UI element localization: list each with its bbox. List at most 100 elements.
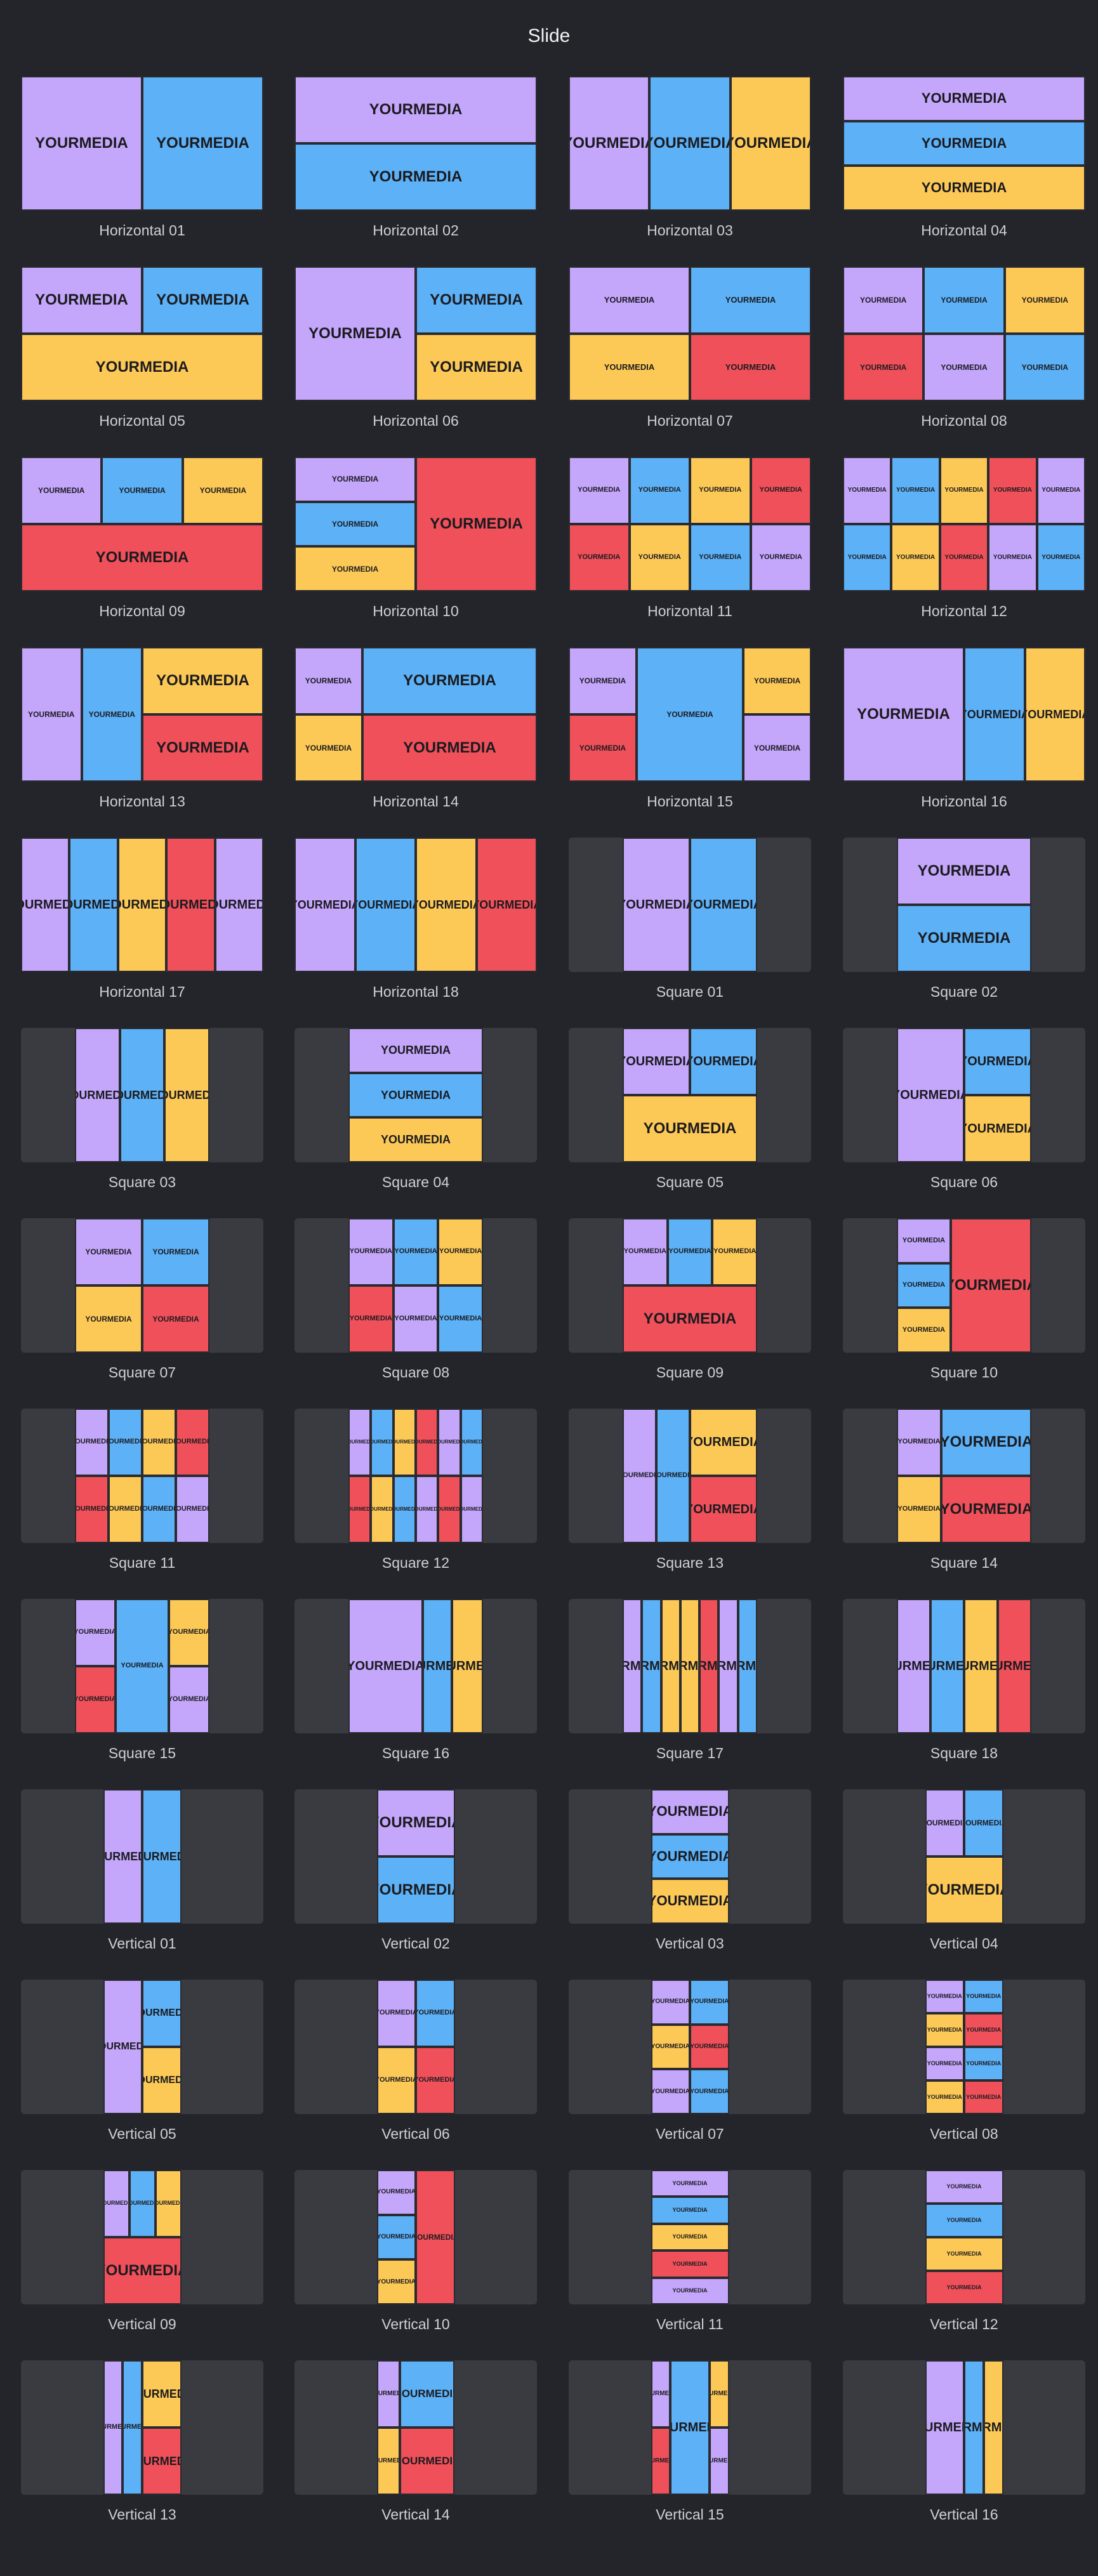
layout-card[interactable]: YOURMEDIAYOURMEDIAYOURMEDIAYOURMEDIAVert… bbox=[294, 2170, 537, 2336]
layout-card[interactable]: YOURMEDIAYOURMEDIAYOURMEDIAYOURMEDIAYOUR… bbox=[569, 2360, 811, 2527]
layout-thumbnail[interactable]: YOURMEDIAYOURMEDIAYOURMEDIAYOURMEDIAYOUR… bbox=[21, 838, 263, 972]
layout-thumbnail[interactable]: YOURMEDIAYOURMEDIAYOURMEDIAYOURMEDIAYOUR… bbox=[569, 2360, 811, 2495]
layout-card[interactable]: YOURMEDIAYOURMEDIAYOURMEDIAYOURMEDIAYOUR… bbox=[21, 838, 263, 1004]
layout-card[interactable]: YOURMEDIAYOURMEDIAYOURMEDIAYOURMEDIAYOUR… bbox=[294, 1409, 537, 1575]
layout-card[interactable]: YOURMEDIAYOURMEDIAYOURMEDIAYOURMEDIAHori… bbox=[294, 838, 537, 1004]
layout-thumbnail[interactable]: YOURMEDIAYOURMEDIAYOURMEDIAYOURMEDIAYOUR… bbox=[569, 1599, 811, 1733]
layout-card[interactable]: YOUR MEDIA YOUR MEDIA YOUR MEDIA Horizontal 05 bbox=[21, 266, 263, 433]
layout-card[interactable]: YOURMEDIAYOURMEDIAYOURMEDIAYOURMEDIAYOUR… bbox=[21, 1409, 263, 1575]
layout-card[interactable]: YOUR MEDIA YOUR MEDIA Square 02 bbox=[843, 838, 1085, 1004]
layout-card[interactable]: YOURMEDIAYOURMEDIAYOURMEDIAYOURMEDIASqua… bbox=[843, 1599, 1085, 1765]
layout-card[interactable]: YOUR MEDIA YOUR MEDIA YOUR MEDIA Horizontal 04 bbox=[843, 76, 1085, 242]
layout-card[interactable]: YOUR MEDIA YOUR MEDIA YOUR MEDIA Vertical 03 bbox=[569, 1789, 811, 1955]
layout-card[interactable]: YOUR MEDIA YOUR MEDIA YOUR MEDIA Horizontal 06 bbox=[294, 266, 537, 433]
layout-card[interactable]: YOURMEDIAYOURMEDIAYOURMEDIAYOURMEDIASqua… bbox=[843, 1218, 1085, 1384]
layout-card[interactable]: YOUR MEDIA YOUR MEDIA Horizontal 01 bbox=[21, 76, 263, 242]
layout-thumbnail[interactable]: YOURMEDIAYOURMEDIAYOURMEDIAYOURMEDIAYOUR… bbox=[294, 1409, 537, 1543]
layout-card[interactable]: YOURMEDIAYOURMEDIAYOURMEDIAYOURMEDIAVert… bbox=[21, 2170, 263, 2336]
layout-thumbnail[interactable]: YOURMEDIAYOURMEDIAYOURMEDIAYOURMEDIAYOUR… bbox=[21, 1409, 263, 1543]
layout-card[interactable]: YOURMEDIAYOURMEDIAYOURMEDIAYOURMEDIAVert… bbox=[294, 2360, 537, 2527]
layout-card[interactable]: YOURMEDIAYOURMEDIAYOURMEDIAYOURMEDIAYOUR… bbox=[569, 1599, 811, 1765]
layout-card[interactable]: YOUR MEDIA YOUR MEDIA Horizontal 02 bbox=[294, 76, 537, 242]
layout-card[interactable]: YOUR MEDIA YOUR MEDIA YOUR MEDIA Square 04 bbox=[294, 1028, 537, 1194]
layout-card[interactable]: YOURMEDIAYOURMEDIAYOURMEDIAYOURMEDIAVert… bbox=[21, 2360, 263, 2527]
layout-card[interactable]: YOURMEDIAYOURMEDIAYOURMEDIAYOURMEDIASqua… bbox=[569, 1409, 811, 1575]
